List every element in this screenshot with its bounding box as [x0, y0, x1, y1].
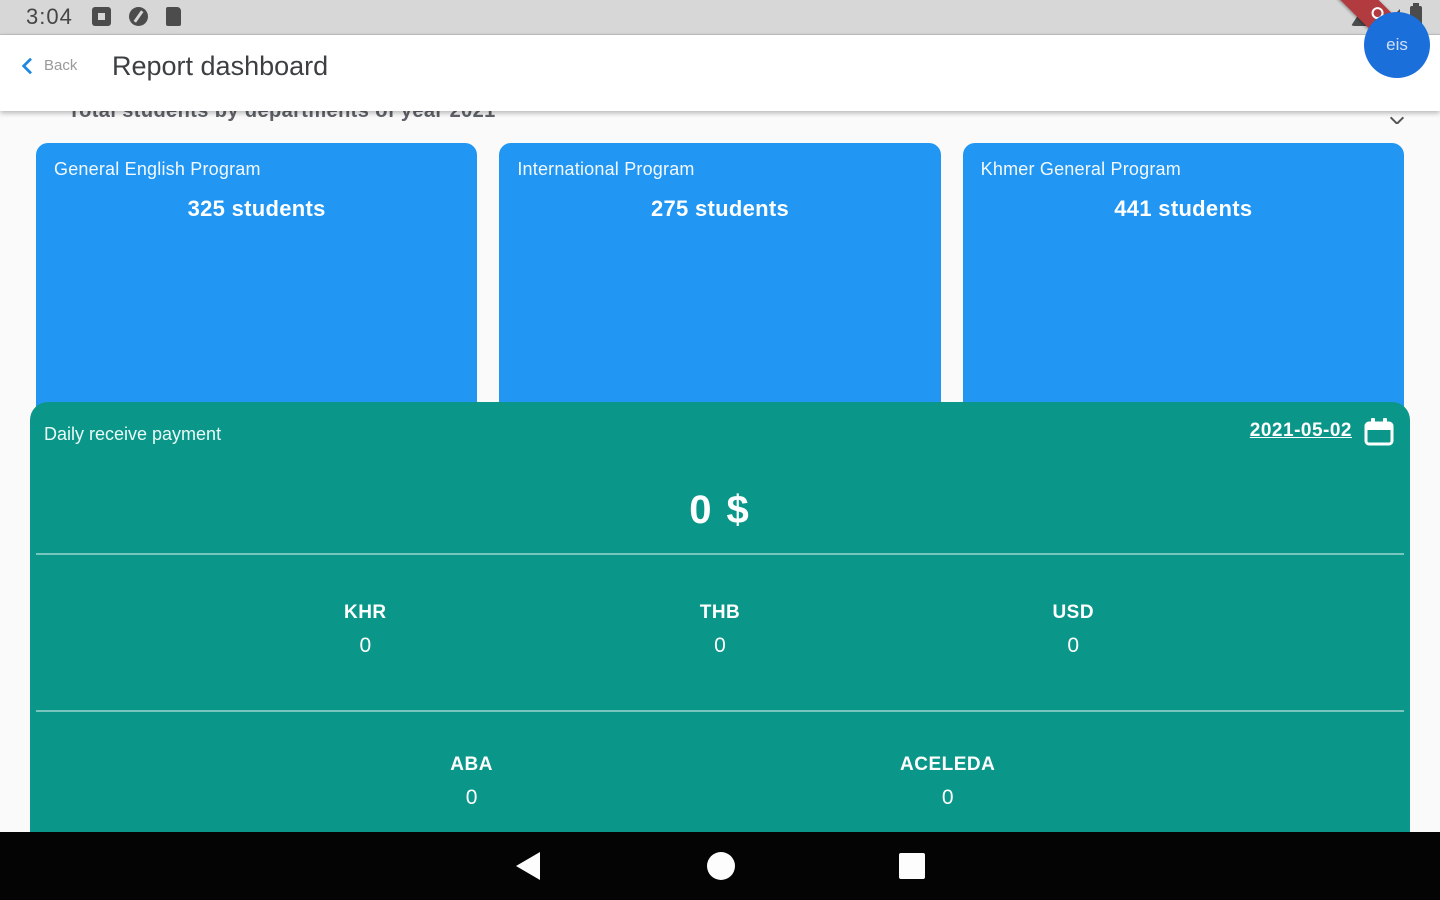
card-title: General English Program — [54, 159, 261, 179]
currency-value: 0 — [1067, 634, 1080, 657]
card-khmer-general-program[interactable]: Khmer General Program 441 students — [962, 143, 1404, 443]
status-bar: 3:04 — [0, 0, 1440, 35]
bank-value: 0 — [465, 786, 478, 809]
daily-payment-header: Daily receive payment 2021-05-02 — [30, 402, 1410, 466]
clock: 3:04 — [26, 4, 73, 29]
nav-back-icon[interactable] — [516, 852, 540, 880]
bank-stat-aceleda: ACELEDA 0 — [900, 754, 995, 810]
avatar-label: eis — [1386, 35, 1408, 54]
currency-label: THB — [699, 602, 741, 623]
notification-icons — [92, 7, 181, 26]
divider — [36, 553, 1404, 555]
bank-value: 0 — [941, 786, 954, 809]
user-avatar[interactable]: eis — [1364, 12, 1430, 78]
back-button[interactable]: Back — [21, 57, 78, 74]
card-student-count: 275 students — [650, 196, 790, 221]
currency-label: USD — [1052, 602, 1095, 623]
currency-stat-khr: KHR 0 — [344, 602, 387, 658]
back-button-label: Back — [44, 57, 78, 74]
android-nav-bar — [0, 832, 1440, 900]
bank-stat-aba: ABA 0 — [450, 754, 493, 810]
screenshot-notification-icon — [92, 7, 111, 26]
daily-total-amount: 0 $ — [689, 488, 751, 532]
section-heading-text: Total students by departments of year 20… — [68, 111, 496, 122]
card-general-english-program[interactable]: General English Program 325 students — [36, 143, 478, 443]
data-saver-notification-icon — [129, 7, 148, 26]
app-bar: Back Report dashboard — [0, 35, 1440, 111]
page-title: Report dashboard — [112, 51, 329, 81]
card-international-program[interactable]: International Program 275 students — [499, 143, 941, 443]
daily-payment-title: Daily receive payment — [44, 424, 222, 444]
card-title: International Program — [517, 159, 695, 179]
nav-home-icon[interactable] — [707, 852, 735, 880]
scrolled-section-heading: Total students by departments of year 20… — [0, 111, 1440, 124]
calendar-icon[interactable] — [1364, 418, 1394, 446]
sdcard-notification-icon — [166, 7, 181, 26]
bank-label: ABA — [450, 754, 493, 775]
daily-payment-panel: Daily receive payment 2021-05-02 0 $ KHR… — [30, 402, 1410, 832]
bank-label: ACELEDA — [900, 754, 996, 775]
card-student-count: 441 students — [1114, 196, 1253, 221]
chevron-left-icon — [21, 57, 39, 74]
currency-label: KHR — [343, 602, 387, 623]
card-title: Khmer General Program — [980, 159, 1181, 179]
date-picker-link[interactable]: 2021-05-02 — [1249, 420, 1352, 441]
currency-value: 0 — [359, 634, 372, 657]
currency-value: 0 — [714, 634, 726, 657]
divider — [36, 710, 1404, 712]
program-cards-row: General English Program 325 students Int… — [36, 143, 1404, 443]
card-student-count: 325 students — [187, 196, 326, 221]
nav-recents-icon[interactable] — [899, 853, 925, 879]
currency-stat-usd: USD 0 — [1052, 602, 1094, 658]
currency-stat-thb: THB 0 — [700, 602, 741, 658]
